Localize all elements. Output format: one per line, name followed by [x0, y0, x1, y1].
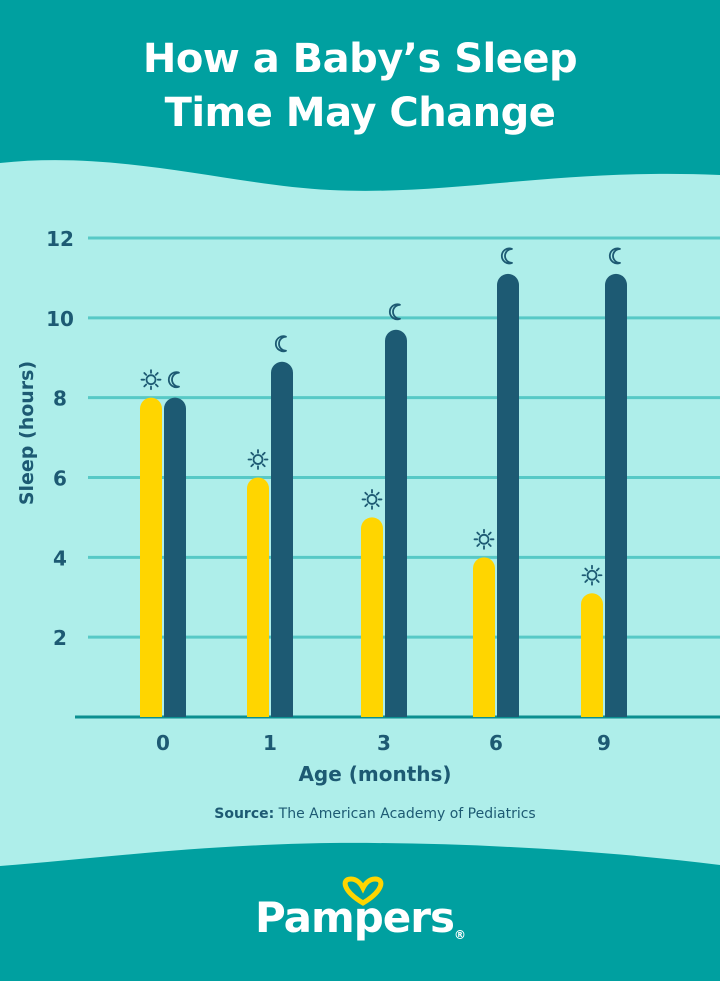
x-tick-label: 6 — [489, 731, 503, 755]
x-tick-label: 3 — [377, 731, 391, 755]
sun-icon-ray — [375, 503, 380, 508]
sun-icon-ray — [375, 491, 380, 496]
bar-day-6 — [473, 557, 495, 717]
sun-icon — [247, 449, 269, 470]
sun-icon — [361, 489, 383, 510]
sun-icon-ray — [261, 463, 266, 468]
sun-icon-ray — [261, 451, 266, 456]
y-tick-label: 8 — [53, 387, 67, 411]
moon-icon — [500, 247, 513, 265]
bar-night-1 — [271, 361, 293, 717]
moon-icon — [274, 335, 287, 353]
sun-icon-core — [252, 454, 264, 465]
source-note: Source: The American Academy of Pediatri… — [0, 806, 720, 822]
sun-icon-ray — [487, 531, 492, 536]
sun-icon-ray — [250, 463, 255, 468]
title-line-2: Time May Change — [164, 90, 556, 136]
sun-icon-core — [366, 494, 378, 505]
sun-icon-ray — [364, 491, 369, 496]
sun-icon-ray — [595, 579, 600, 583]
bar-night-0 — [164, 397, 186, 717]
sun-icon-ray — [364, 503, 369, 508]
sun-icon-ray — [250, 451, 255, 456]
sun-icon-ray — [584, 567, 589, 572]
registered-mark: ® — [454, 928, 466, 942]
pampers-logo: Pampers® — [0, 893, 720, 942]
bar-day-3 — [361, 517, 383, 717]
x-tick-label: 9 — [597, 731, 611, 755]
bar-night-3 — [385, 329, 407, 717]
moon-icon — [388, 303, 401, 321]
source-label: Source: — [214, 806, 275, 822]
sun-icon-core — [478, 533, 490, 545]
bar-day-1 — [247, 477, 269, 717]
moon-icon — [608, 247, 621, 265]
y-tick-label: 12 — [46, 227, 74, 251]
bar-night-6 — [497, 273, 519, 717]
sun-icon — [473, 528, 495, 550]
moon-icon — [167, 371, 180, 389]
bar-day-0 — [140, 397, 162, 717]
sun-icon-core — [586, 569, 598, 581]
y-tick-label: 2 — [53, 626, 67, 650]
bar-day-9 — [581, 593, 603, 717]
x-tick-label: 0 — [156, 731, 170, 755]
sun-icon — [140, 369, 162, 391]
sun-icon — [581, 564, 603, 586]
y-tick-label: 6 — [53, 467, 67, 491]
source-text: The American Academy of Pediatrics — [274, 806, 536, 822]
sun-icon-ray — [476, 531, 481, 536]
sun-icon-ray — [584, 579, 589, 583]
y-axis-label: Sleep (hours) — [16, 360, 38, 506]
sun-icon-ray — [487, 543, 492, 547]
x-tick-label: 1 — [263, 731, 277, 755]
sun-icon-ray — [154, 372, 159, 376]
sun-icon-ray — [143, 383, 148, 388]
heart-logo-icon — [342, 876, 384, 906]
sun-icon-core — [145, 374, 157, 386]
sun-icon-ray — [476, 543, 481, 547]
brand-name: Pampers — [254, 893, 455, 942]
sun-icon-ray — [595, 567, 600, 572]
bar-night-9 — [605, 273, 627, 717]
title-line-1: How a Baby’s Sleep — [142, 36, 578, 82]
x-axis-label: Age (months) — [298, 762, 452, 786]
sun-icon-ray — [154, 383, 159, 388]
y-tick-label: 4 — [53, 546, 67, 570]
sun-icon-ray — [143, 372, 148, 376]
y-tick-label: 10 — [46, 307, 74, 331]
